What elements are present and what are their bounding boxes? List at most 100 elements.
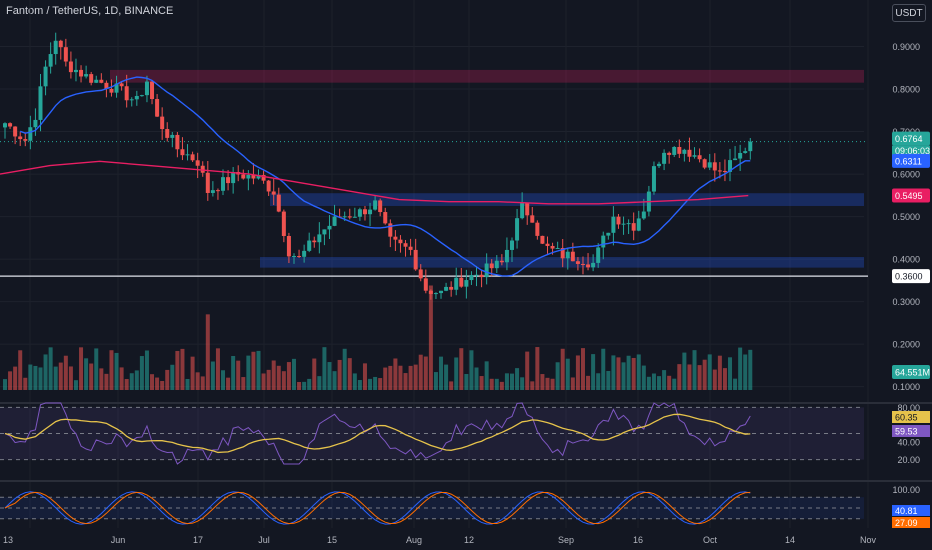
volume-bar [413,364,418,390]
volume-bar [428,285,433,390]
volume-bar [215,348,220,390]
rsi-line [4,402,751,465]
candle-body [641,211,646,219]
volume-bar [423,356,428,390]
stoch-d-label: 27.09 [895,518,918,528]
volume-bar [621,362,626,390]
volume-bar [99,368,104,390]
volume-bar [221,370,226,390]
volume-bar [261,373,266,390]
candle-body [357,209,362,217]
volume-bar [433,372,438,390]
candle-body [743,151,748,153]
volume-bar [226,377,231,390]
volume-bar [383,367,388,390]
volume-bar [256,350,261,390]
volume-bar [403,373,408,390]
volume-bar [302,381,307,390]
candle-body [368,209,373,215]
volume-bar [474,367,479,390]
volume-bar [368,378,373,390]
candle-body [565,251,570,259]
volume-bar [697,365,702,390]
price-tick-label: 0.3000 [892,297,920,307]
volume-bar [307,378,312,390]
candle-body [657,163,662,167]
candle-body [84,74,89,77]
candle-body [606,232,611,236]
volume-bar [449,381,454,390]
volume-bar [13,366,18,390]
candle-body [601,235,606,248]
currency-button[interactable]: USDT [892,4,926,22]
candle-body [525,203,530,216]
volume-bar [657,376,662,390]
volume-bar [170,364,175,390]
volume-bar [317,376,322,390]
volume-bar [545,377,550,390]
candle-body [215,190,220,192]
symbol-title: Fantom / TetherUS, 1D, BINANCE [6,5,174,17]
volume-bar [327,362,332,390]
candle-body [114,83,119,93]
candle-body [322,229,327,235]
last-price-label-bg [892,131,930,146]
volume-bar [565,358,570,390]
rsi-tick-label: 80.00 [897,403,920,413]
candle-body [499,260,504,263]
stoch-k-line [4,491,751,525]
candle-body [439,290,444,294]
volume-bar [550,378,555,390]
price-tick-label: 0.1000 [892,382,920,392]
candle-body [221,177,226,191]
rsi-tick-label: 40.00 [897,438,920,448]
blue-zone [270,193,864,206]
candle-body [631,223,636,231]
volume-bar [175,350,180,390]
volume-bar [712,369,717,390]
volume-bar [63,355,68,390]
candle-body [261,175,266,181]
ma-fast-label: 0.6311 [895,156,922,166]
candle-body [63,47,68,62]
candle-body [94,79,99,83]
candle-body [150,81,155,100]
volume-bar [43,354,48,390]
volume-bar [378,378,383,390]
volume-bar [144,350,149,390]
candle-body [575,261,580,264]
volume-bar [3,379,7,390]
candle-body [53,40,58,55]
candle-body [241,174,246,179]
candle-body [550,245,555,249]
volume-bar [738,347,743,390]
candle-body [636,218,641,231]
candle-body [119,83,124,87]
volume-bar [667,375,672,390]
candle-body [190,154,195,161]
time-tick-label: 17 [193,535,203,545]
volume-bar [692,350,697,390]
volume-bar [560,348,565,390]
volume-bar [631,357,636,390]
candle-body [616,216,621,225]
price-tick-label: 0.9000 [892,42,920,52]
volume-bar [195,372,200,390]
volume-bar [748,349,753,390]
volume-bar [535,347,540,390]
candle-body [3,123,7,128]
volume-bar [357,380,362,390]
time-tick-label: 12 [464,535,474,545]
volume-bars [3,285,753,390]
volume-bar [408,365,413,390]
volume-bar [155,377,160,390]
volume-bar [743,354,748,390]
candle-body [535,222,540,236]
candle-body [144,81,149,96]
candle-body [504,249,509,263]
volume-bar [393,358,398,390]
candle-body [281,211,286,237]
volume-bar [677,364,682,390]
candle-body [89,74,94,83]
